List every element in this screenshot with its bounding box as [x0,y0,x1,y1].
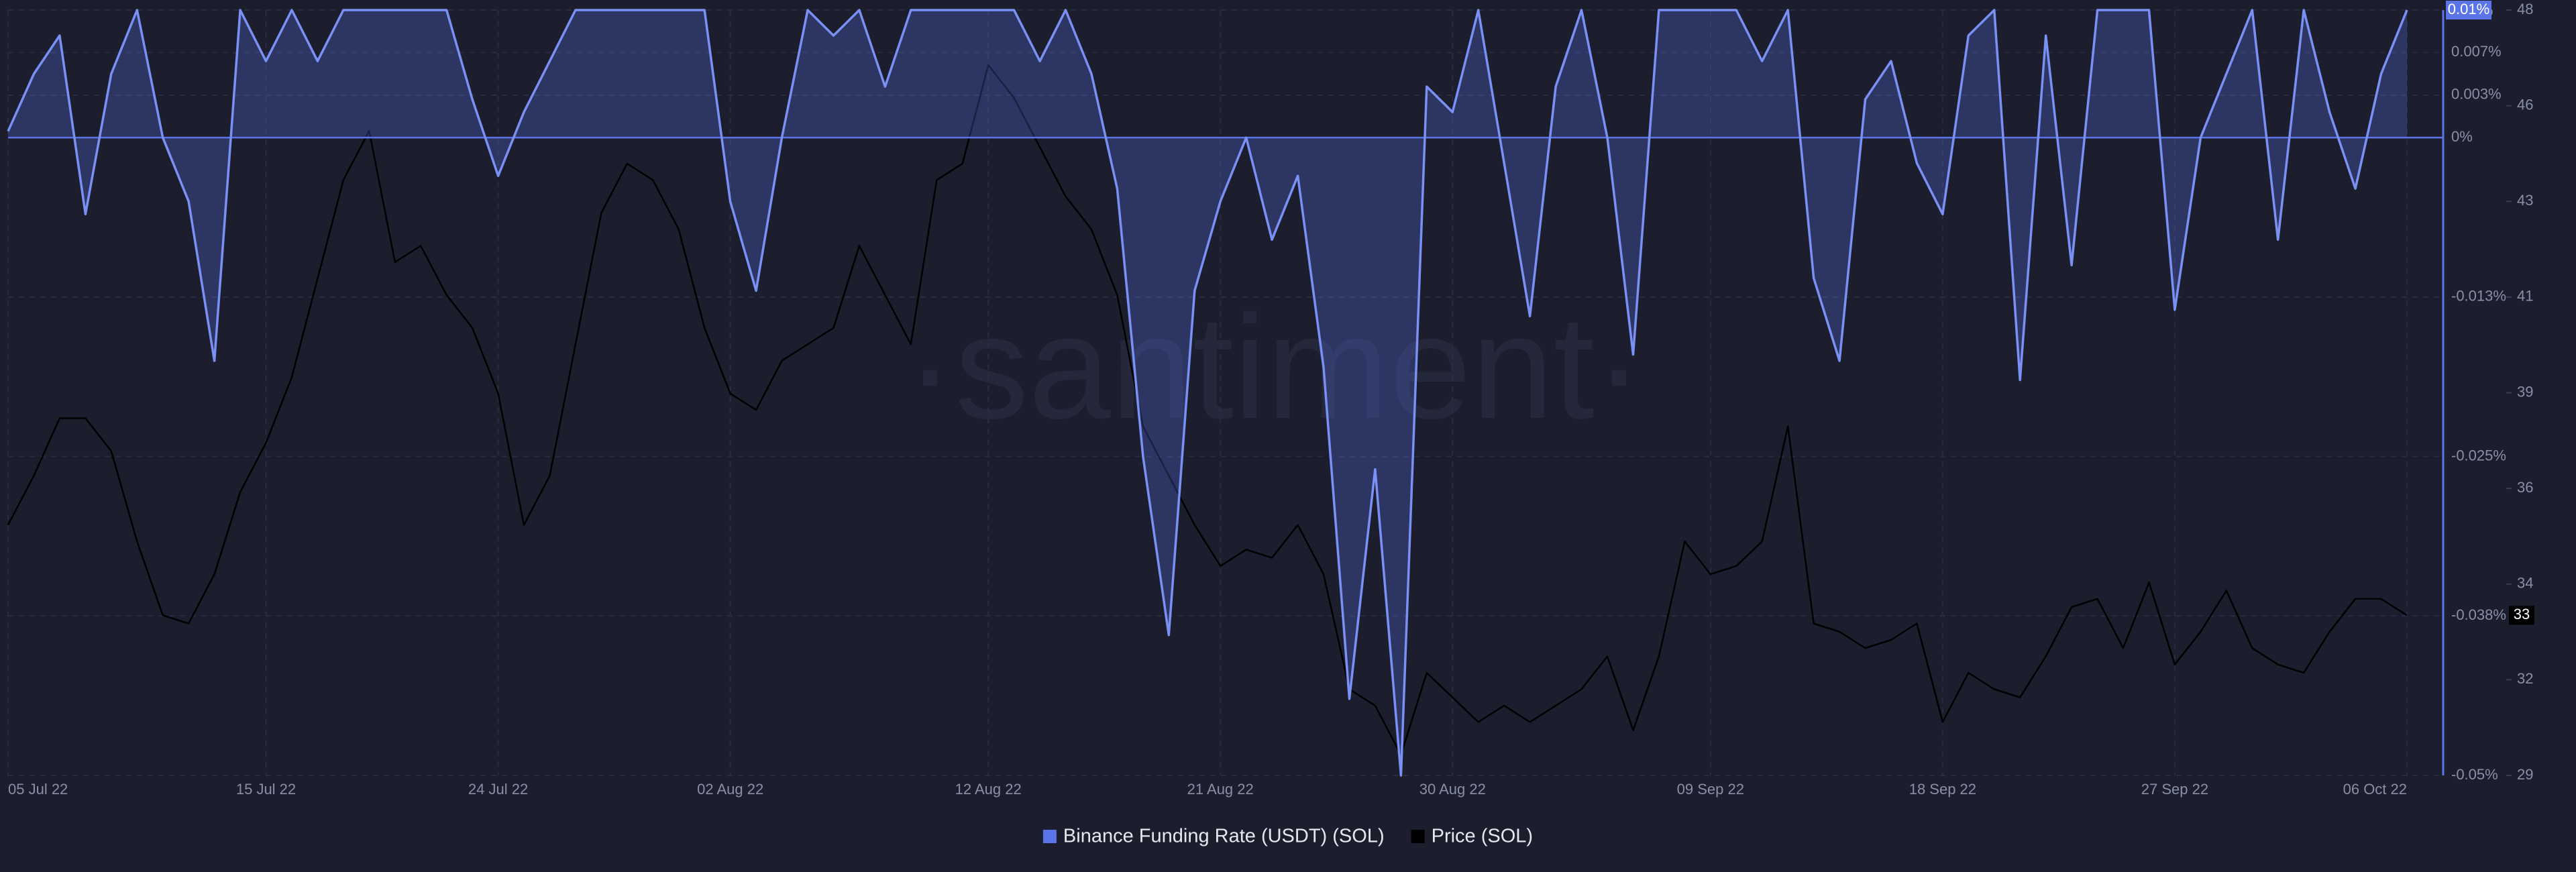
y2-tick-label: 41 [2517,288,2533,305]
last-value-badge [2509,606,2534,625]
last-value-label: 33 [2514,606,2530,622]
watermark: ·santiment· [906,284,1644,449]
legend-label: Price (SOL) [1432,826,1533,847]
y2-tick-label: 32 [2517,670,2533,687]
y-tick-label: -0.038% [2451,606,2506,623]
x-tick-label: 12 Aug 22 [955,781,1022,798]
legend: Binance Funding Rate (USDT) (SOL) Price (… [1042,826,1533,847]
series-line [7,64,2408,756]
x-tick-label: 18 Sep 22 [1909,781,1976,798]
legend-label: Binance Funding Rate (USDT) (SOL) [1063,826,1385,847]
y2-tick-label: 43 [2517,192,2533,209]
series-line [7,9,2408,777]
y-tick-label: 0.007% [2451,43,2502,60]
legend-swatch [1042,830,1057,843]
last-value-label: 0.01% [2448,1,2489,17]
last-value-badge [2446,1,2491,19]
y2-tick-label: 36 [2517,479,2533,496]
y2-tick-label: 39 [2517,383,2533,400]
y2-tick-label: 48 [2517,1,2533,17]
x-tick-label: 06 Oct 22 [2343,781,2407,798]
y-tick-label: 0.003% [2451,86,2502,103]
x-tick-label: 15 Jul 22 [236,781,296,798]
x-tick-label: 30 Aug 22 [1419,781,1486,798]
x-tick-label: 09 Sep 22 [1677,781,1744,798]
x-tick-label: 21 Aug 22 [1187,781,1254,798]
x-tick-label: 24 Jul 22 [468,781,528,798]
y-tick-label: -0.05% [2451,766,2498,783]
y2-tick-label: 46 [2517,96,2533,113]
y-tick-label: -0.025% [2451,447,2506,464]
x-tick-label: 02 Aug 22 [697,781,763,798]
x-tick-label: 27 Sep 22 [2141,781,2208,798]
legend-swatch [1411,830,1425,843]
x-tick-label: 05 Jul 22 [8,781,68,798]
y2-tick-label: 34 [2517,575,2533,592]
y-tick-label: -0.013% [2451,288,2506,305]
y-tick-label: 0% [2451,128,2473,145]
y2-tick-label: 29 [2517,766,2533,783]
